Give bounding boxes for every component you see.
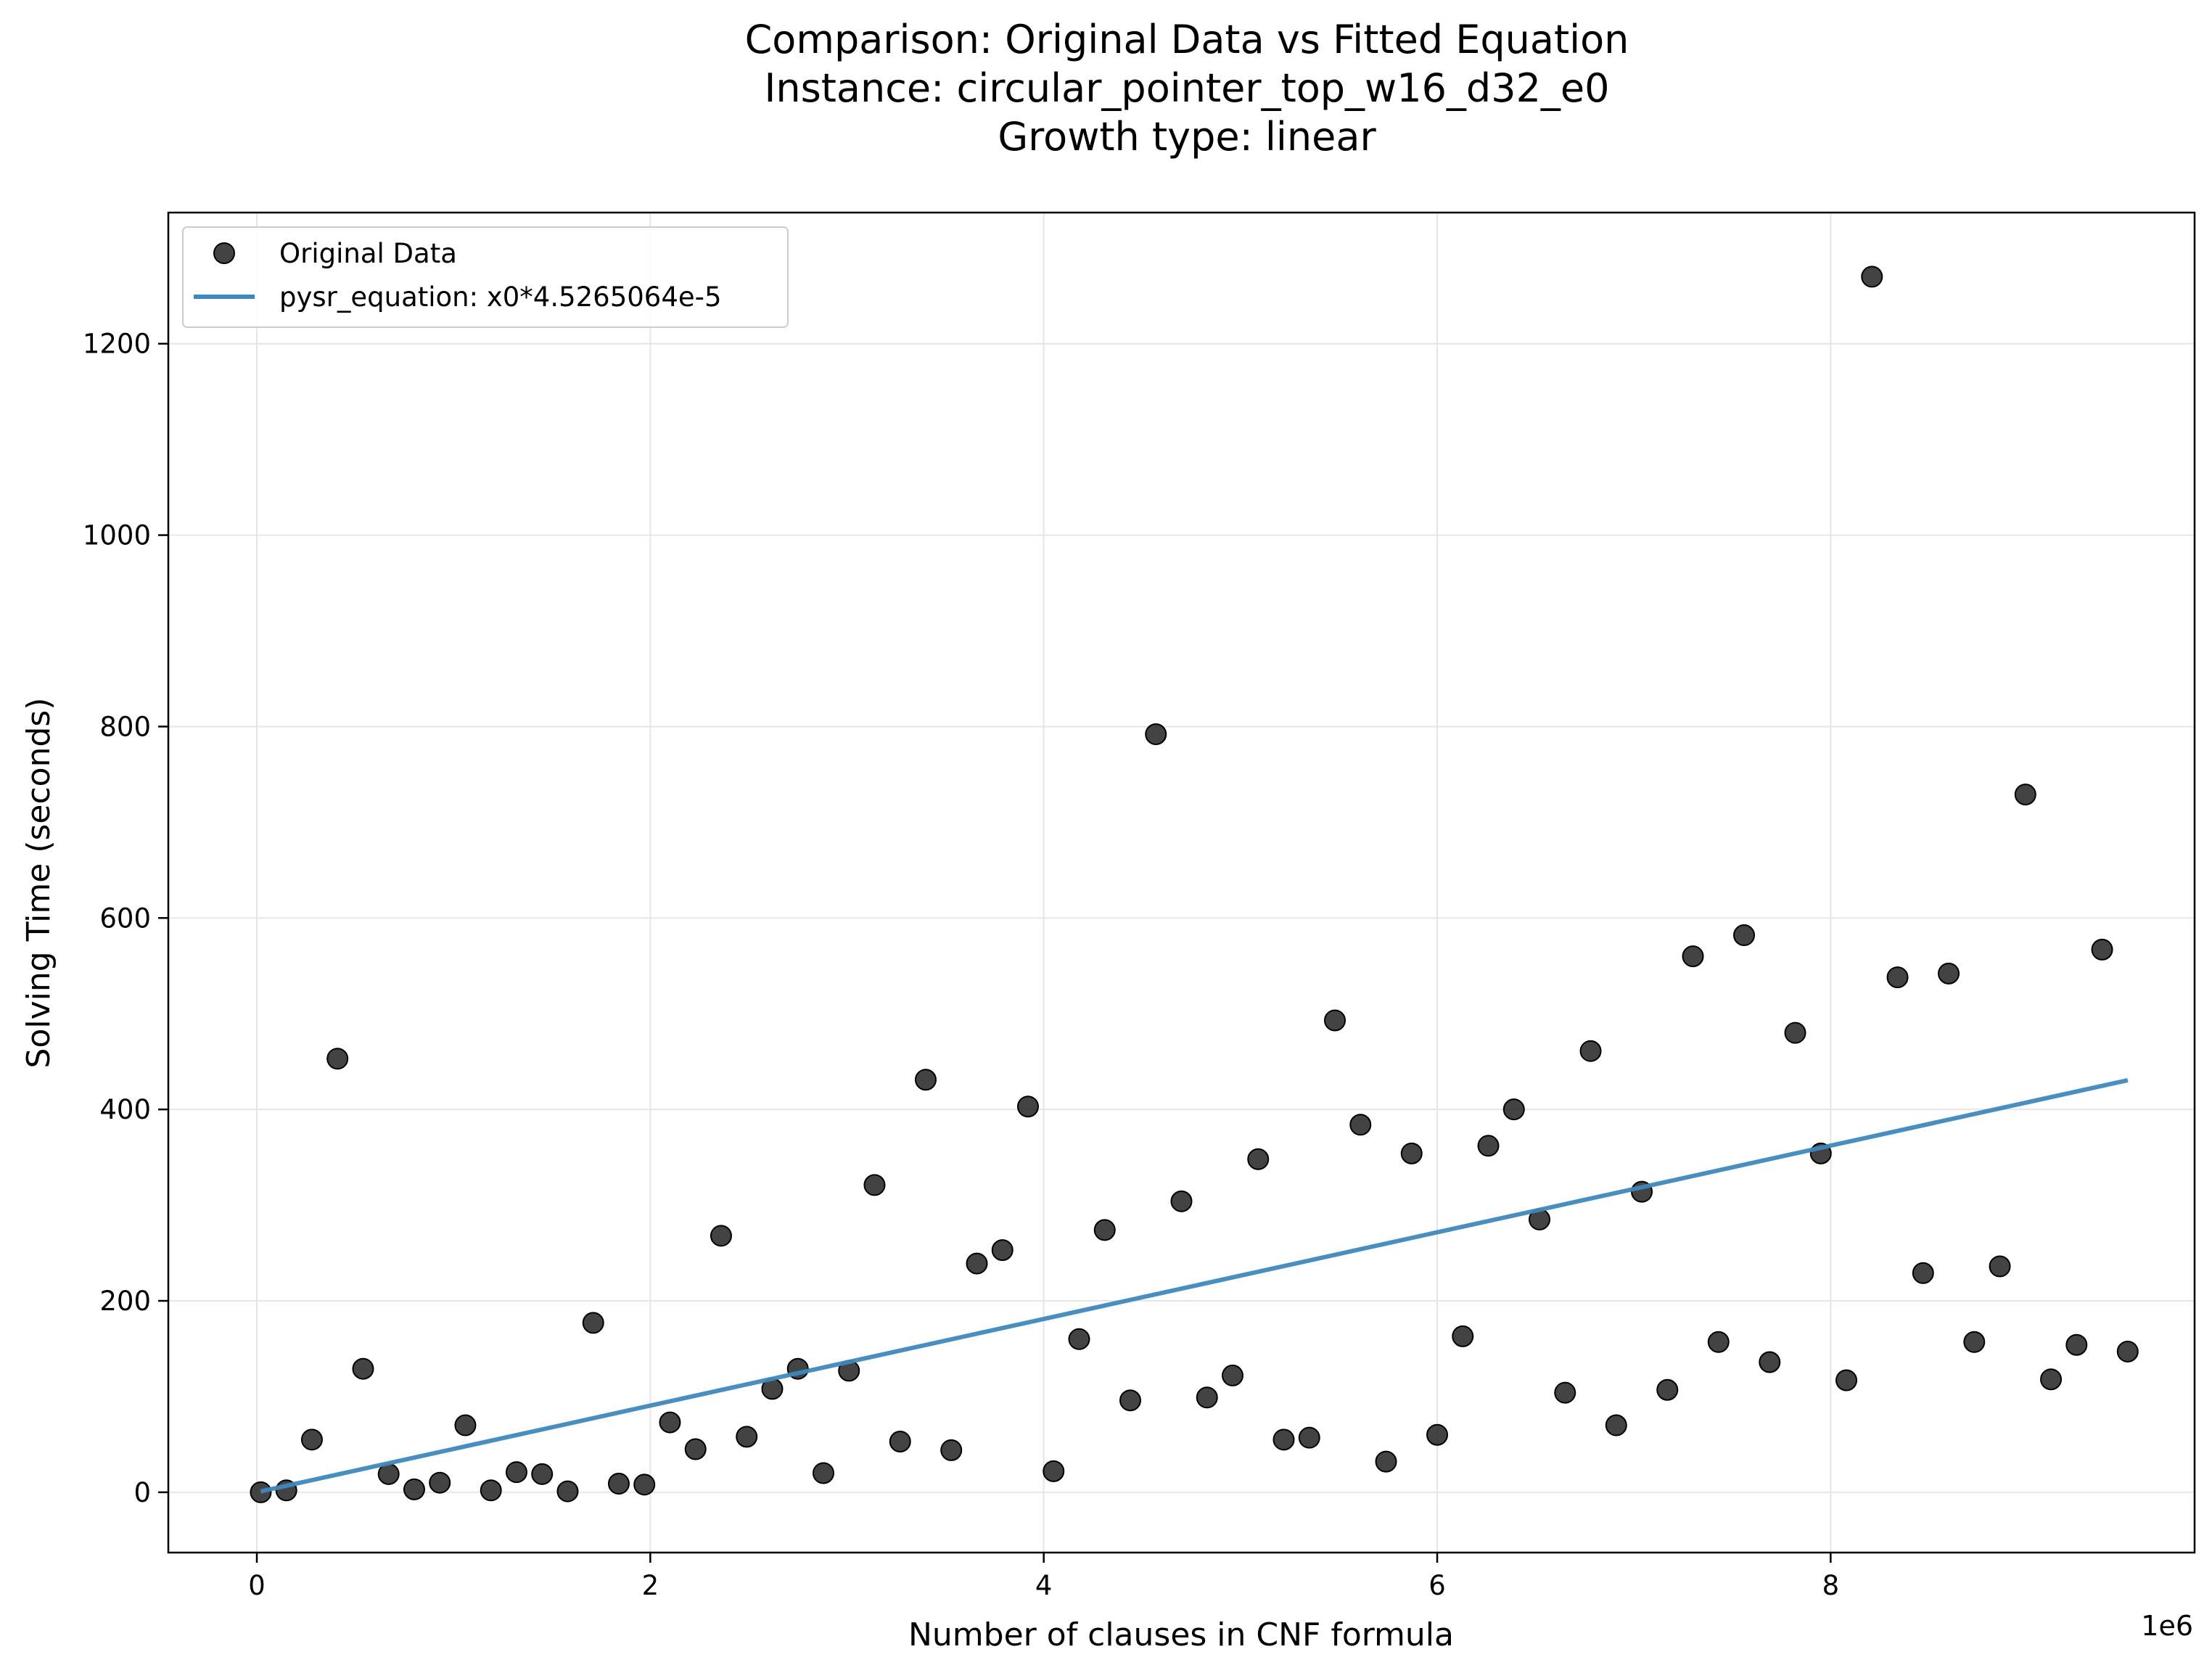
scatter-point [1452, 1325, 1474, 1347]
scatter-point [556, 1480, 579, 1503]
scatter-point [1759, 1351, 1781, 1373]
scatter-point [1682, 945, 1704, 968]
y-tick-label: 1000 [83, 520, 151, 551]
scatter-point [1861, 266, 1883, 288]
scatter-point [2065, 1333, 2088, 1356]
scatter-point [914, 1069, 937, 1091]
scatter-point [1093, 1219, 1116, 1241]
scatter-point [863, 1174, 886, 1196]
y-axis-ticks: 0 200 400 600 800 1000 1200 [83, 329, 168, 1508]
scatter-point [1170, 1190, 1193, 1212]
chart-title: Comparison: Original Data vs Fitted Equa… [745, 17, 1629, 160]
scatter-point [2116, 1340, 2139, 1362]
scatter-point [480, 1479, 502, 1502]
y-axis-label: Solving Time (seconds) [20, 698, 57, 1069]
y-tick-label: 200 [99, 1286, 151, 1317]
scatter-point [1733, 924, 1756, 947]
scatter-point [300, 1429, 323, 1451]
scatter-point [2040, 1368, 2063, 1391]
scatter-point [1579, 1040, 1602, 1062]
y-tick-label: 1200 [83, 329, 151, 360]
legend-label-original-data: Original Data [279, 238, 457, 269]
scatter-point [1605, 1414, 1627, 1436]
scatter-point [1656, 1378, 1679, 1401]
scatter-point [889, 1430, 911, 1452]
x-tick-label: 2 [642, 1570, 659, 1601]
scatter-point [1043, 1460, 1065, 1482]
fitted-equation-line [260, 1078, 2129, 1494]
legend-label-pysr-equation: pysr_equation: x0*4.5265064e-5 [279, 281, 722, 313]
x-tick-label: 4 [1035, 1570, 1053, 1601]
scatter-point [2014, 784, 2036, 806]
scatter-point [1324, 1009, 1346, 1032]
scatter-point [633, 1473, 656, 1496]
grid [168, 213, 2195, 1553]
scatter-point [2091, 938, 2113, 961]
scatter-point [991, 1239, 1014, 1262]
scatter-point [1400, 1142, 1423, 1164]
legend: Original Data pysr_equation: x0*4.526506… [182, 226, 789, 328]
scatter-point [812, 1462, 834, 1484]
x-axis-ticks: 0 2 4 6 8 [248, 1553, 1839, 1601]
scatter-point [1502, 1098, 1525, 1121]
scatter-point [1222, 1364, 1244, 1386]
scatter-point [1835, 1369, 1858, 1392]
scatter-point [659, 1411, 681, 1434]
scatter-point [429, 1471, 451, 1494]
x-tick-label: 8 [1822, 1570, 1840, 1601]
chart-title-line-3: Growth type: linear [998, 114, 1376, 160]
scatter-point [966, 1252, 988, 1275]
scatter-point [1196, 1386, 1218, 1409]
scatter-point [1298, 1426, 1320, 1449]
scatter-point [1886, 966, 1909, 989]
scatter-point [1016, 1096, 1039, 1118]
scatter-point [607, 1473, 630, 1495]
x-tick-label: 6 [1428, 1570, 1446, 1601]
y-tick-label: 800 [99, 711, 151, 742]
scatter-point [940, 1439, 963, 1461]
legend-box [182, 226, 789, 328]
chart-title-line-1: Comparison: Original Data vs Fitted Equa… [745, 17, 1629, 62]
scatter-point [1426, 1423, 1449, 1446]
scatter-point [531, 1463, 554, 1485]
scatter-point [1554, 1381, 1576, 1404]
plot-content [250, 266, 2139, 1503]
scatter-point [1784, 1022, 1806, 1044]
scatter-point [736, 1426, 758, 1448]
scatter-point [1375, 1450, 1397, 1473]
y-tick-label: 600 [99, 903, 151, 934]
scatter-point [710, 1225, 732, 1247]
scatter-point [582, 1312, 604, 1334]
legend-marker-original-data [213, 242, 235, 264]
scatter-point [352, 1357, 374, 1380]
scatter-point [1068, 1328, 1090, 1350]
y-tick-label: 400 [99, 1094, 151, 1125]
scatter-point [403, 1478, 425, 1500]
scatter-point [1272, 1429, 1295, 1451]
scatter-point [1938, 962, 1960, 985]
chart-title-line-2: Instance: circular_pointer_top_w16_d32_e… [764, 65, 1609, 111]
scatter-point [454, 1414, 477, 1436]
y-tick-label: 0 [133, 1477, 151, 1508]
scatter-point [1349, 1114, 1372, 1136]
scatter-point [250, 1481, 272, 1503]
scatter-point [1989, 1255, 2011, 1278]
scatter-point [1912, 1262, 1934, 1284]
scatter-point [1477, 1135, 1500, 1157]
scatter-point [1963, 1331, 1986, 1353]
x-axis-offset-label: 1e6 [2141, 1610, 2193, 1642]
scatter-point [1119, 1389, 1141, 1412]
scatter-point [1145, 723, 1167, 746]
scatter-point [1707, 1331, 1730, 1353]
x-axis-label: Number of clauses in CNF formula [908, 1616, 1454, 1653]
scatter-point [1247, 1148, 1270, 1170]
scatter-point [326, 1048, 349, 1070]
x-tick-label: 0 [248, 1570, 266, 1601]
axes-frame [167, 211, 2196, 1554]
scatter-point [684, 1438, 707, 1460]
scatter-point [505, 1461, 527, 1484]
